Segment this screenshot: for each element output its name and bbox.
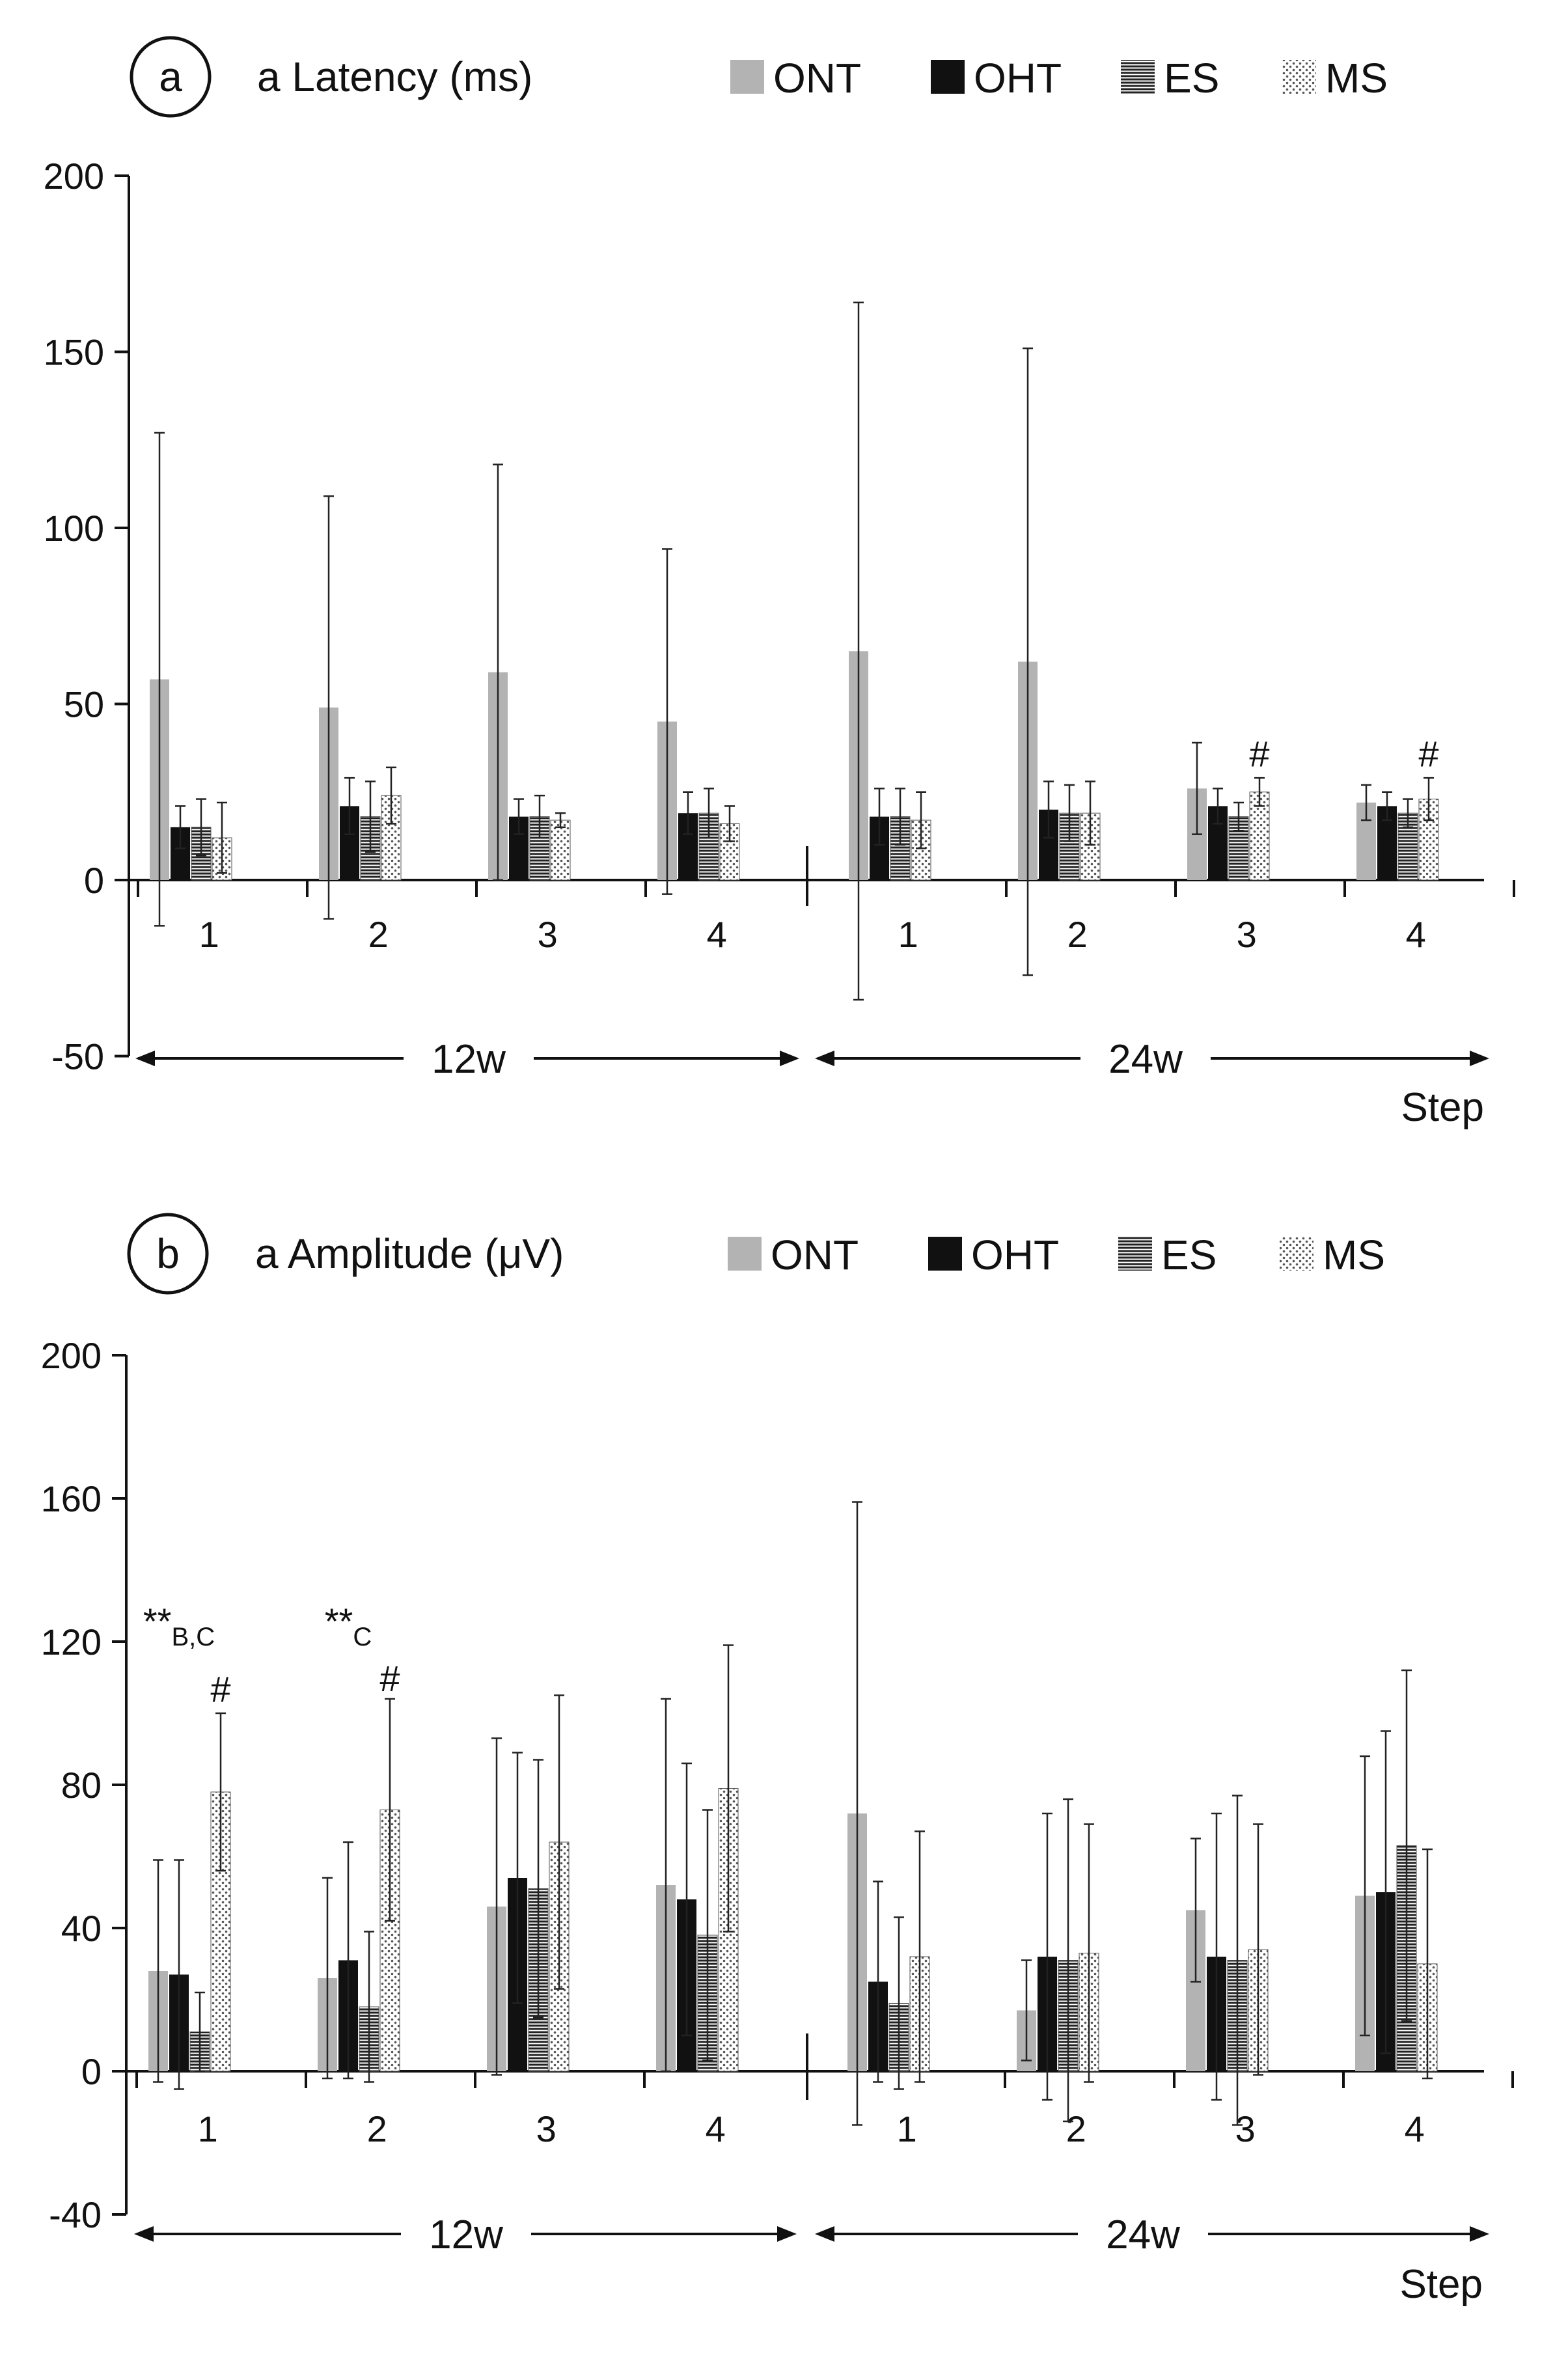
y-tick-label: 40 bbox=[61, 1908, 102, 1949]
group-label-12w: 12w bbox=[432, 1037, 506, 1082]
x-tick-label: 4 bbox=[706, 2108, 726, 2149]
arrowhead-24w-right bbox=[1470, 1051, 1489, 1066]
x-tick-label: 2 bbox=[368, 914, 389, 955]
panel-b-x-ticks: 1 2 3 4 1 2 3 4 bbox=[135, 2071, 1514, 2149]
legend-swatch-oht bbox=[928, 1237, 962, 1271]
legend-label-ont: ONT bbox=[773, 55, 861, 102]
panel-a-header: a a Latency (ms) bbox=[130, 36, 532, 118]
significance-subscript: B,C bbox=[171, 1623, 215, 1651]
panel-a-y-ticks: 200 150 100 50 0 -50 bbox=[44, 156, 129, 1077]
x-tick-label: 1 bbox=[198, 2108, 218, 2149]
panel-a: a a Latency (ms) ONT OHT ES MS 200150100… bbox=[44, 36, 1515, 1130]
y-tick-label: 0 bbox=[84, 860, 104, 901]
legend-swatch-ms bbox=[1280, 1237, 1314, 1271]
x-tick-label: 3 bbox=[1235, 2108, 1256, 2149]
x-tick-label: 4 bbox=[1406, 914, 1426, 955]
significance-marker: # bbox=[1249, 734, 1269, 775]
group-label-12w: 12w bbox=[429, 2212, 503, 2257]
panel-b-y-ticks: 200 160 120 80 40 0 -40 bbox=[41, 1335, 126, 2235]
panel-a-legend: ONT OHT ES MS bbox=[730, 55, 1388, 102]
y-tick-label: 100 bbox=[44, 508, 104, 549]
panel-a-bars bbox=[150, 301, 1439, 1001]
panel-a-label-circle bbox=[130, 36, 212, 118]
x-tick-label: 3 bbox=[536, 2108, 557, 2149]
y-tick-label: 200 bbox=[44, 156, 104, 197]
y-tick-label: 50 bbox=[64, 684, 104, 725]
legend-label-ms: MS bbox=[1325, 55, 1388, 102]
group-label-24w: 24w bbox=[1108, 1037, 1183, 1082]
y-tick-label: 150 bbox=[44, 332, 104, 373]
x-tick-label: 3 bbox=[1237, 914, 1257, 955]
legend-swatch-ont bbox=[730, 60, 764, 94]
y-tick-label: 160 bbox=[41, 1478, 102, 1519]
significance-marker: **B,C bbox=[143, 1601, 215, 1651]
legend-swatch-ont bbox=[728, 1237, 762, 1271]
y-tick-label: -40 bbox=[49, 2194, 102, 2235]
y-tick-label: 120 bbox=[41, 1621, 102, 1662]
significance-subscript: C bbox=[353, 1623, 372, 1651]
x-tick-label: 4 bbox=[707, 914, 727, 955]
legend-swatch-ms bbox=[1282, 60, 1316, 94]
arrowhead-12w-right bbox=[777, 2226, 797, 2242]
y-tick-label: 80 bbox=[61, 1765, 102, 1806]
significance-marker: # bbox=[210, 1669, 230, 1710]
panel-a-x-ticks: 1 2 3 4 1 2 3 4 bbox=[137, 880, 1515, 955]
legend-label-ont: ONT bbox=[771, 1232, 859, 1278]
panel-b-group-arrows: 12w 24w bbox=[134, 2212, 1489, 2257]
panel-b-y-axis: 200 160 120 80 40 0 -40 bbox=[41, 1335, 128, 2235]
legend-swatch-oht bbox=[931, 60, 965, 94]
panel-a-y-axis: 200 150 100 50 0 -50 bbox=[44, 156, 130, 1077]
legend-label-oht: OHT bbox=[971, 1232, 1059, 1278]
arrowhead-24w-left bbox=[815, 1051, 834, 1066]
legend-swatch-es bbox=[1118, 1237, 1152, 1271]
panel-b: b a Amplitude (μV) ONT OHT ES MS 200 160 1… bbox=[41, 1213, 1514, 2307]
arrowhead-12w-left bbox=[135, 1051, 155, 1066]
arrowhead-12w-left bbox=[134, 2226, 154, 2242]
panel-a-x-label: Step bbox=[1401, 1085, 1484, 1130]
legend-swatch-es bbox=[1121, 60, 1155, 94]
panel-b-header: b a Amplitude (μV) bbox=[127, 1213, 564, 1295]
x-tick-label: 1 bbox=[897, 2108, 917, 2149]
panel-b-label-circle bbox=[127, 1213, 209, 1295]
arrowhead-12w-right bbox=[780, 1051, 799, 1066]
x-tick-label: 3 bbox=[538, 914, 558, 955]
panel-a-annotations: # # bbox=[1249, 734, 1438, 775]
bar-ms bbox=[550, 820, 571, 881]
x-tick-label: 2 bbox=[367, 2108, 387, 2149]
x-tick-label: 2 bbox=[1067, 914, 1088, 955]
x-tick-label: 1 bbox=[199, 914, 219, 955]
arrowhead-24w-right bbox=[1470, 2226, 1489, 2242]
x-tick-label: 1 bbox=[898, 914, 918, 955]
legend-label-es: ES bbox=[1161, 1232, 1217, 1278]
panel-b-annotations: **B,C#**C# bbox=[143, 1601, 400, 1710]
x-tick-label: 4 bbox=[1405, 2108, 1425, 2149]
legend-label-oht: OHT bbox=[974, 55, 1062, 102]
y-tick-label: 200 bbox=[41, 1335, 102, 1376]
legend-label-ms: MS bbox=[1323, 1232, 1385, 1278]
significance-marker: **C bbox=[325, 1601, 372, 1651]
panel-b-bars bbox=[148, 1501, 1438, 2126]
panel-a-group-arrows: 12w 24w bbox=[135, 1037, 1489, 1082]
group-label-24w: 24w bbox=[1106, 2212, 1180, 2257]
panel-a-title: a Latency (ms) bbox=[257, 53, 532, 100]
panel-b-title: a Amplitude (μV) bbox=[255, 1230, 564, 1277]
panel-b-legend: ONT OHT ES MS bbox=[728, 1232, 1385, 1278]
panel-a-label: a bbox=[159, 53, 182, 100]
legend-label-es: ES bbox=[1164, 55, 1219, 102]
arrowhead-24w-left bbox=[815, 2226, 834, 2242]
x-tick-label: 2 bbox=[1066, 2108, 1086, 2149]
panel-b-label: b bbox=[156, 1230, 180, 1277]
panel-b-x-label: Step bbox=[1399, 2262, 1483, 2307]
significance-marker: # bbox=[379, 1658, 400, 1699]
y-tick-label: -50 bbox=[51, 1036, 104, 1077]
y-tick-label: 0 bbox=[81, 2051, 102, 2092]
significance-marker: # bbox=[1418, 734, 1438, 775]
